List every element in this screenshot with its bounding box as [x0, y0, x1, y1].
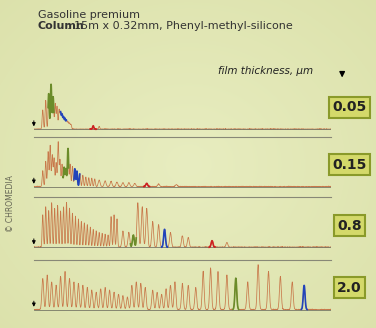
Text: 2.0: 2.0	[337, 281, 362, 295]
Text: © CHROMEDIA: © CHROMEDIA	[6, 175, 15, 232]
Text: 0.8: 0.8	[337, 218, 362, 233]
Text: Column: Column	[38, 21, 84, 31]
Text: film thickness, μm: film thickness, μm	[218, 66, 313, 75]
Text: 0.05: 0.05	[332, 100, 367, 114]
Text: 0.15: 0.15	[332, 158, 367, 172]
Text: Gasoline premium: Gasoline premium	[38, 10, 139, 20]
Text: : 15m x 0.32mm, Phenyl-methyl-silicone: : 15m x 0.32mm, Phenyl-methyl-silicone	[67, 21, 292, 31]
